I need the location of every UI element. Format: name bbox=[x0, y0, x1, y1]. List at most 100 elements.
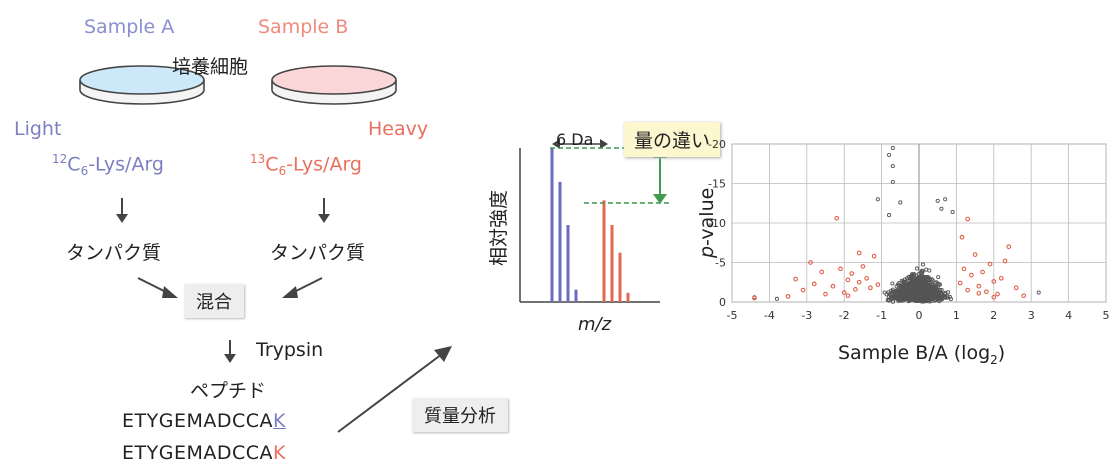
data-point bbox=[905, 283, 910, 289]
data-point bbox=[936, 275, 941, 280]
x-tick-label: -2 bbox=[839, 309, 850, 322]
culture-dishes bbox=[79, 65, 397, 105]
x-tick-label: 1 bbox=[953, 309, 960, 322]
x-tick-label: -1 bbox=[876, 309, 887, 322]
data-point bbox=[890, 164, 895, 169]
significant-data-point bbox=[845, 277, 851, 283]
significant-data-point bbox=[808, 260, 813, 265]
data-point bbox=[938, 297, 943, 302]
significant-data-point bbox=[959, 234, 965, 240]
volcano-plot: -5 -4 -3 -2 -1 0 1 2 3 4 5-20-15-10-50 bbox=[708, 138, 1109, 322]
x-tick-label: 0 bbox=[916, 309, 923, 322]
sample-b-label: Sample B bbox=[258, 16, 349, 38]
data-point bbox=[934, 290, 939, 295]
volcano-xlabel: Sample B/A (log2) bbox=[838, 342, 1006, 367]
peptide-label: ペプチド bbox=[190, 380, 267, 402]
data-point bbox=[925, 276, 930, 281]
data-point bbox=[875, 197, 880, 202]
significant-data-point bbox=[845, 293, 851, 299]
six-da-double-arrow-icon bbox=[552, 139, 608, 149]
light-peptide-sequence: ETYGEMADCCAK bbox=[122, 410, 286, 432]
significant-data-point bbox=[811, 281, 817, 287]
significant-data-point bbox=[961, 266, 967, 272]
data-point bbox=[943, 197, 948, 202]
data-point bbox=[924, 267, 929, 272]
significant-data-point bbox=[823, 291, 828, 297]
y-tick-label: -10 bbox=[708, 217, 726, 230]
data-point bbox=[896, 291, 901, 296]
spectrum-ylabel: 相対強度 bbox=[488, 189, 510, 266]
significant-data-point bbox=[969, 272, 974, 278]
significant-data-point bbox=[752, 295, 757, 301]
significant-data-point bbox=[838, 266, 843, 272]
heavy-dish bbox=[271, 65, 397, 105]
significant-data-point bbox=[987, 261, 993, 267]
data-point bbox=[910, 294, 916, 299]
data-point bbox=[914, 266, 920, 271]
data-point bbox=[935, 198, 940, 203]
significant-data-point bbox=[849, 271, 855, 276]
cell-culture-label: 培養細胞 bbox=[172, 56, 249, 78]
significant-data-point bbox=[871, 253, 877, 259]
significant-data-point bbox=[965, 216, 970, 222]
significant-data-point bbox=[868, 285, 873, 291]
data-point bbox=[884, 292, 889, 297]
significant-data-point bbox=[991, 279, 997, 284]
significant-data-point bbox=[983, 289, 989, 295]
data-point bbox=[934, 288, 940, 293]
data-point bbox=[887, 213, 892, 218]
light-label: Light bbox=[14, 118, 62, 140]
y-tick-label: -15 bbox=[708, 178, 726, 191]
data-point bbox=[915, 288, 920, 294]
data-point bbox=[932, 298, 938, 303]
data-point bbox=[922, 299, 927, 304]
spectrum-xlabel: m/z bbox=[578, 314, 612, 335]
trypsin-label: Trypsin bbox=[256, 339, 324, 361]
data-point bbox=[921, 290, 926, 295]
ms-arrow-icon bbox=[337, 346, 452, 433]
data-point bbox=[943, 290, 948, 295]
significant-data-point bbox=[1013, 285, 1019, 291]
light-dish bbox=[79, 65, 205, 105]
y-tick-label: -5 bbox=[715, 257, 726, 270]
data-point bbox=[926, 283, 932, 288]
data-point bbox=[897, 280, 902, 286]
data-point bbox=[918, 294, 923, 299]
mix-label: 混合 bbox=[184, 284, 244, 318]
down-arrow-icon bbox=[318, 198, 330, 223]
data-point bbox=[933, 284, 939, 290]
data-point bbox=[920, 262, 926, 267]
x-tick-label: -5 bbox=[727, 309, 738, 322]
data-point bbox=[914, 285, 919, 290]
data-point bbox=[890, 179, 895, 184]
data-point bbox=[891, 294, 896, 300]
significant-data-point bbox=[1006, 244, 1012, 250]
significant-data-point bbox=[830, 283, 836, 289]
significant-data-point bbox=[976, 290, 982, 296]
heavy-peptide-sequence: ETYGEMADCCAK bbox=[122, 442, 286, 464]
data-point bbox=[898, 200, 903, 205]
significant-data-point bbox=[875, 282, 881, 287]
significant-data-point bbox=[841, 290, 847, 295]
data-point bbox=[902, 294, 907, 299]
data-point bbox=[890, 145, 895, 151]
significant-data-point bbox=[834, 215, 840, 221]
data-point bbox=[937, 289, 942, 294]
significant-data-point bbox=[1002, 258, 1008, 264]
x-tick-label: 4 bbox=[1065, 309, 1072, 322]
significant-data-point bbox=[972, 252, 978, 257]
y-tick-label: -20 bbox=[708, 138, 726, 151]
data-point bbox=[912, 278, 917, 283]
data-point bbox=[939, 206, 944, 211]
data-point bbox=[898, 294, 903, 299]
data-point bbox=[930, 294, 935, 300]
y-tick-label: 0 bbox=[719, 296, 726, 309]
significant-data-point bbox=[976, 283, 982, 289]
significant-data-point bbox=[864, 275, 869, 281]
data-point bbox=[933, 283, 938, 288]
significant-data-point bbox=[800, 287, 806, 293]
data-point bbox=[919, 268, 925, 273]
protein-right-label: タンパク質 bbox=[270, 242, 366, 264]
data-point bbox=[917, 282, 922, 287]
data-point bbox=[774, 296, 779, 301]
